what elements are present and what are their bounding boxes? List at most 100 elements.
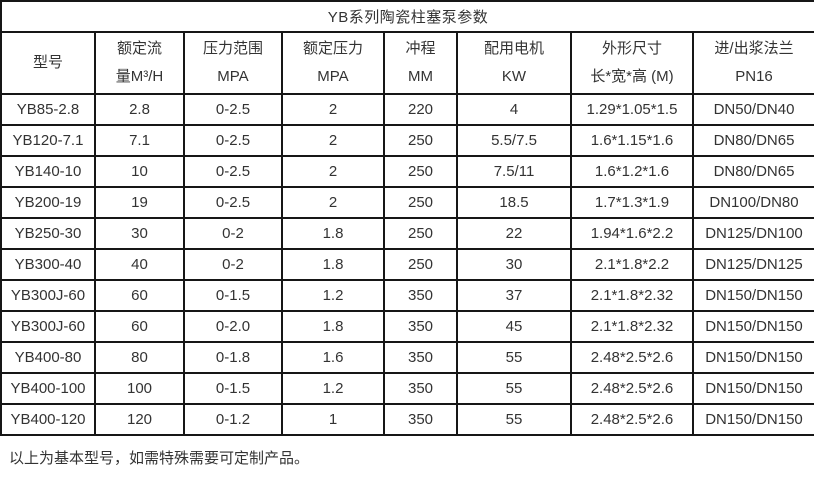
table-cell: 2.1*1.8*2.32 [570, 310, 694, 343]
table-cell: YB120-7.1 [0, 124, 96, 157]
table-cell: DN150/DN150 [691, 403, 814, 436]
table-cell: 350 [383, 279, 458, 312]
column-header-line2: MPA [317, 68, 349, 85]
table-cell: YB200-19 [0, 186, 96, 219]
column-header-line1: 额定流 [116, 40, 162, 57]
table-cell: 1.6*1.2*1.6 [570, 155, 694, 188]
table-cell: DN150/DN150 [691, 341, 814, 374]
column-header-line2: MM [408, 68, 433, 85]
table-body: YB85-2.8 2.8 0-2.5 2 220 4 1.29*1.05*1.5 DN50/D… [0, 93, 814, 436]
table-row: YB120-7.1 7.1 0-2.5 2 250 5.5/7.5 1.6*1.15*1.6… [0, 124, 814, 157]
table-cell: DN80/DN65 [691, 155, 814, 188]
table-cell: YB300-40 [0, 248, 96, 281]
table-cell: DN150/DN150 [691, 372, 814, 405]
table-cell: 1.29*1.05*1.5 [570, 93, 694, 126]
table-row: YB300J-60 60 0-2.0 1.8 350 45 2.1*1.8*2.32 DN15… [0, 310, 814, 343]
table-cell: 120 [94, 403, 185, 436]
table-cell: 250 [383, 155, 458, 188]
table-cell: YB400-100 [0, 372, 96, 405]
table-cell: 60 [94, 279, 185, 312]
column-header-line1: 外形尺寸 [601, 40, 662, 57]
table-cell: 2 [281, 155, 385, 188]
table-header-row: 型号 额定流 量M³/H 压力范围 MPA 额定压力 MPA 冲程 MM 配用电… [0, 31, 814, 95]
table-cell: 1.8 [281, 248, 385, 281]
table-cell: 0-2.5 [183, 93, 283, 126]
table-cell: 5.5/7.5 [456, 124, 572, 157]
table-cell: DN100/DN80 [691, 186, 814, 219]
table-cell: 0-1.5 [183, 279, 283, 312]
column-header-line2: MPA [217, 68, 249, 85]
table-cell: 220 [383, 93, 458, 126]
table-cell: 350 [383, 341, 458, 374]
table-cell: DN125/DN125 [691, 248, 814, 281]
table-cell: 18.5 [456, 186, 572, 219]
table-cell: YB400-120 [0, 403, 96, 436]
table-cell: 250 [383, 124, 458, 157]
table-cell: 30 [94, 217, 185, 250]
table-cell: YB85-2.8 [0, 93, 96, 126]
table-cell: 1.2 [281, 279, 385, 312]
table-cell: 40 [94, 248, 185, 281]
table-cell: 55 [456, 403, 572, 436]
column-header-stroke: 冲程 MM [383, 31, 458, 95]
table-cell: 7.5/11 [456, 155, 572, 188]
table-cell: 2.8 [94, 93, 185, 126]
table-row: YB400-80 80 0-1.8 1.6 350 55 2.48*2.5*2.6 DN150… [0, 341, 814, 374]
column-header-rated-flow: 额定流 量M³/H [94, 31, 185, 95]
table-cell: DN125/DN100 [691, 217, 814, 250]
column-header-flange: 进/出浆法兰 PN16 [691, 31, 814, 95]
table-row: YB140-10 10 0-2.5 2 250 7.5/11 1.6*1.2*1.6 DN80… [0, 155, 814, 188]
table-row: YB300-40 40 0-2 1.8 250 30 2.1*1.8*2.2 DN125/DN… [0, 248, 814, 281]
table-cell: 250 [383, 217, 458, 250]
table-cell: 1.2 [281, 372, 385, 405]
column-header-line1: 额定压力 [302, 40, 363, 57]
table-cell: 0-1.8 [183, 341, 283, 374]
column-header-pressure-range: 压力范围 MPA [183, 31, 283, 95]
table-cell: 2 [281, 93, 385, 126]
table-row: YB300J-60 60 0-1.5 1.2 350 37 2.1*1.8*2.32 DN15… [0, 279, 814, 312]
table-cell: 80 [94, 341, 185, 374]
table-cell: 0-2 [183, 248, 283, 281]
table-cell: YB140-10 [0, 155, 96, 188]
table-cell: 22 [456, 217, 572, 250]
table-title: YB系列陶瓷柱塞泵参数 [0, 0, 814, 33]
table-cell: 100 [94, 372, 185, 405]
table-cell: DN150/DN150 [691, 310, 814, 343]
table-row: YB400-120 120 0-1.2 1 350 55 2.48*2.5*2.6 DN150… [0, 403, 814, 436]
column-header-line2: 长*宽*高 (M) [590, 68, 674, 85]
table-cell: YB400-80 [0, 341, 96, 374]
column-header-rated-pressure: 额定压力 MPA [281, 31, 385, 95]
table-cell: 2.1*1.8*2.32 [570, 279, 694, 312]
table-cell: 45 [456, 310, 572, 343]
table-cell: 10 [94, 155, 185, 188]
table-cell: 0-2 [183, 217, 283, 250]
table-cell: 0-2.5 [183, 155, 283, 188]
table-cell: 55 [456, 341, 572, 374]
table-cell: 250 [383, 186, 458, 219]
table-cell: 1 [281, 403, 385, 436]
table-cell: 1.94*1.6*2.2 [570, 217, 694, 250]
table-cell: DN50/DN40 [691, 93, 814, 126]
table-cell: 0-1.2 [183, 403, 283, 436]
table-cell: 4 [456, 93, 572, 126]
table-cell: 250 [383, 248, 458, 281]
table-cell: 350 [383, 403, 458, 436]
table-cell: YB250-30 [0, 217, 96, 250]
table-cell: 55 [456, 372, 572, 405]
table-cell: 2 [281, 124, 385, 157]
table-cell: 7.1 [94, 124, 185, 157]
table-row: YB85-2.8 2.8 0-2.5 2 220 4 1.29*1.05*1.5 DN50/D… [0, 93, 814, 126]
table-cell: 0-2.5 [183, 124, 283, 157]
table-cell: 2.48*2.5*2.6 [570, 341, 694, 374]
column-header-line2: 量M³/H [115, 68, 164, 85]
footer-note: 以上为基本型号，如需特殊需要可定制产品。 [9, 450, 310, 467]
column-header-line1: 进/出浆法兰 [714, 40, 794, 57]
table-cell: 350 [383, 372, 458, 405]
column-header-line1: 压力范围 [202, 40, 263, 57]
column-header-line1: 冲程 [405, 40, 436, 57]
table-row: YB400-100 100 0-1.5 1.2 350 55 2.48*2.5*2.6 DN1… [0, 372, 814, 405]
table-cell: 0-1.5 [183, 372, 283, 405]
table-cell: 350 [383, 310, 458, 343]
column-header-line2: PN16 [735, 68, 773, 85]
table-cell: 2.48*2.5*2.6 [570, 403, 694, 436]
